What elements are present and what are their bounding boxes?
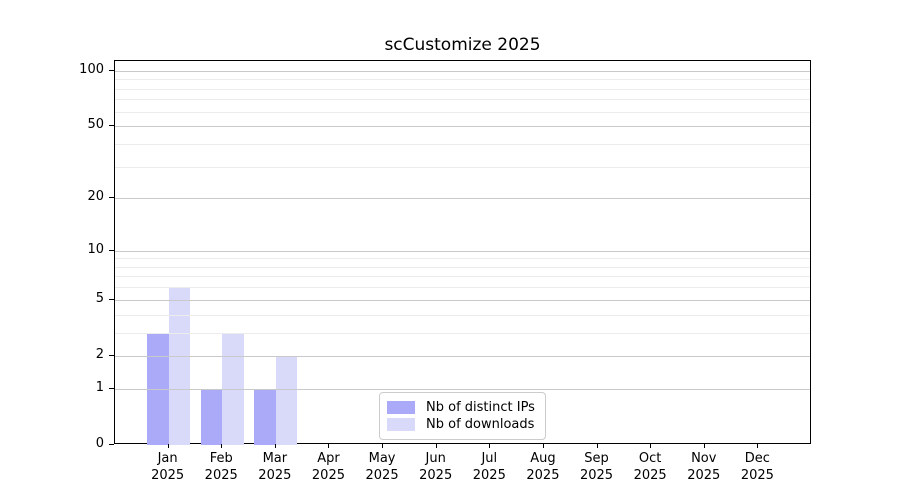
x-tick-mark <box>221 444 223 448</box>
x-tick-label-line: 2025 <box>472 468 506 483</box>
x-tick-label: Jun 2025 <box>408 450 464 484</box>
y-tick-label: 100 <box>79 61 104 77</box>
gridline-major <box>115 250 810 252</box>
y-tick-mark <box>109 69 114 71</box>
y-tick-mark <box>109 387 114 389</box>
bar-downloads <box>275 355 298 445</box>
gridline-minor <box>115 143 810 145</box>
x-tick-label: May 2025 <box>354 450 410 484</box>
bar-downloads <box>222 332 244 445</box>
x-tick-label-line: 2025 <box>419 468 453 483</box>
x-tick-label: Jan 2025 <box>140 450 196 484</box>
x-tick-label-line: 2025 <box>526 468 560 483</box>
y-tick-label: 50 <box>87 117 104 133</box>
x-tick-mark <box>542 444 544 448</box>
x-tick-label-line: Mar <box>262 451 288 466</box>
x-tick-label: Sep 2025 <box>569 450 625 484</box>
x-tick-label-line: 2025 <box>740 468 774 483</box>
x-tick-mark <box>757 444 759 448</box>
x-tick-label-line: 2025 <box>151 468 185 483</box>
y-tick-label: 1 <box>95 379 104 395</box>
x-tick-label-line: 2025 <box>365 468 399 483</box>
x-tick-label: Dec 2025 <box>729 450 785 484</box>
gridline-minor <box>115 111 810 113</box>
x-tick-label-line: Jul <box>481 451 498 466</box>
x-tick-label-line: 2025 <box>311 468 345 483</box>
y-tick-mark <box>109 354 114 356</box>
plot-area <box>114 60 811 445</box>
gridline-major <box>115 355 810 357</box>
x-tick-mark <box>650 444 652 448</box>
gridline-minor <box>115 166 810 168</box>
y-tick-label: 2 <box>95 346 104 362</box>
x-tick-label-line: 2025 <box>579 468 614 483</box>
x-tick-mark <box>703 444 705 448</box>
gridline-minor <box>115 276 810 278</box>
gridline-minor <box>115 287 810 289</box>
x-tick-label: Aug 2025 <box>515 450 571 484</box>
x-tick-label: Jul 2025 <box>461 450 517 484</box>
legend: Nb of distinct IPs Nb of downloads <box>379 392 546 440</box>
bar-distinct-ips <box>200 388 223 445</box>
y-tick-label: 10 <box>87 241 104 257</box>
legend-label-distinct-ips: Nb of distinct IPs <box>426 400 535 415</box>
y-tick-mark <box>109 444 114 445</box>
x-tick-label-line: 2025 <box>258 468 292 483</box>
y-tick-label: 0 <box>95 436 104 451</box>
y-tick-label: 5 <box>95 290 104 306</box>
legend-entry-distinct-ips: Nb of distinct IPs <box>387 399 535 416</box>
x-tick-label-line: Apr <box>317 451 340 466</box>
legend-swatch-distinct-ips <box>387 401 415 414</box>
x-tick-label-line: May <box>368 451 396 466</box>
x-tick-label-line: 2025 <box>204 468 238 483</box>
y-tick-label: 20 <box>87 189 104 205</box>
x-tick-mark <box>274 444 276 448</box>
gridline-minor <box>115 79 810 81</box>
gridline-major <box>115 198 810 200</box>
x-tick-label: Feb 2025 <box>193 450 249 484</box>
gridline-major <box>115 70 810 72</box>
x-tick-label: Nov 2025 <box>676 450 732 484</box>
chart-title: scCustomize 2025 <box>384 35 541 55</box>
x-tick-mark <box>382 444 384 448</box>
x-tick-label: Apr 2025 <box>300 450 356 484</box>
x-tick-label: Mar 2025 <box>247 450 303 484</box>
x-tick-mark <box>596 444 598 448</box>
y-tick-mark <box>109 125 114 127</box>
x-tick-label-line: Oct <box>638 451 662 466</box>
y-tick-mark <box>109 249 114 251</box>
legend-entry-downloads: Nb of downloads <box>387 416 535 433</box>
x-tick-label-line: Sep <box>584 451 609 466</box>
bar-distinct-ips <box>147 332 169 445</box>
gridline-minor <box>115 332 810 334</box>
gridline-minor <box>115 258 810 260</box>
x-tick-label: Oct 2025 <box>622 450 678 484</box>
gridline-minor <box>115 88 810 90</box>
x-tick-mark <box>435 444 437 448</box>
bar-downloads <box>168 287 191 445</box>
x-tick-label-line: Dec <box>744 451 770 466</box>
gridline-major <box>115 299 810 301</box>
y-tick-mark <box>109 298 114 300</box>
x-tick-label-line: 2025 <box>633 468 667 483</box>
legend-label-downloads: Nb of downloads <box>426 417 535 432</box>
x-tick-label-line: Feb <box>209 451 233 466</box>
x-tick-mark <box>167 444 169 448</box>
bar-distinct-ips <box>254 388 276 445</box>
y-tick-mark <box>109 197 114 199</box>
x-tick-label-line: Jun <box>425 451 446 466</box>
gridline-major <box>115 126 810 128</box>
x-tick-label-line: Nov <box>691 451 717 466</box>
x-tick-label-line: 2025 <box>687 468 721 483</box>
x-tick-label-line: Jan <box>157 451 178 466</box>
x-tick-label-line: Aug <box>530 451 556 466</box>
legend-swatch-downloads <box>387 418 415 431</box>
x-tick-mark <box>328 444 330 448</box>
x-tick-mark <box>489 444 491 448</box>
gridline-minor <box>115 266 810 268</box>
gridline-minor <box>115 99 810 101</box>
gridline-major <box>115 388 810 390</box>
gridline-minor <box>115 314 810 316</box>
